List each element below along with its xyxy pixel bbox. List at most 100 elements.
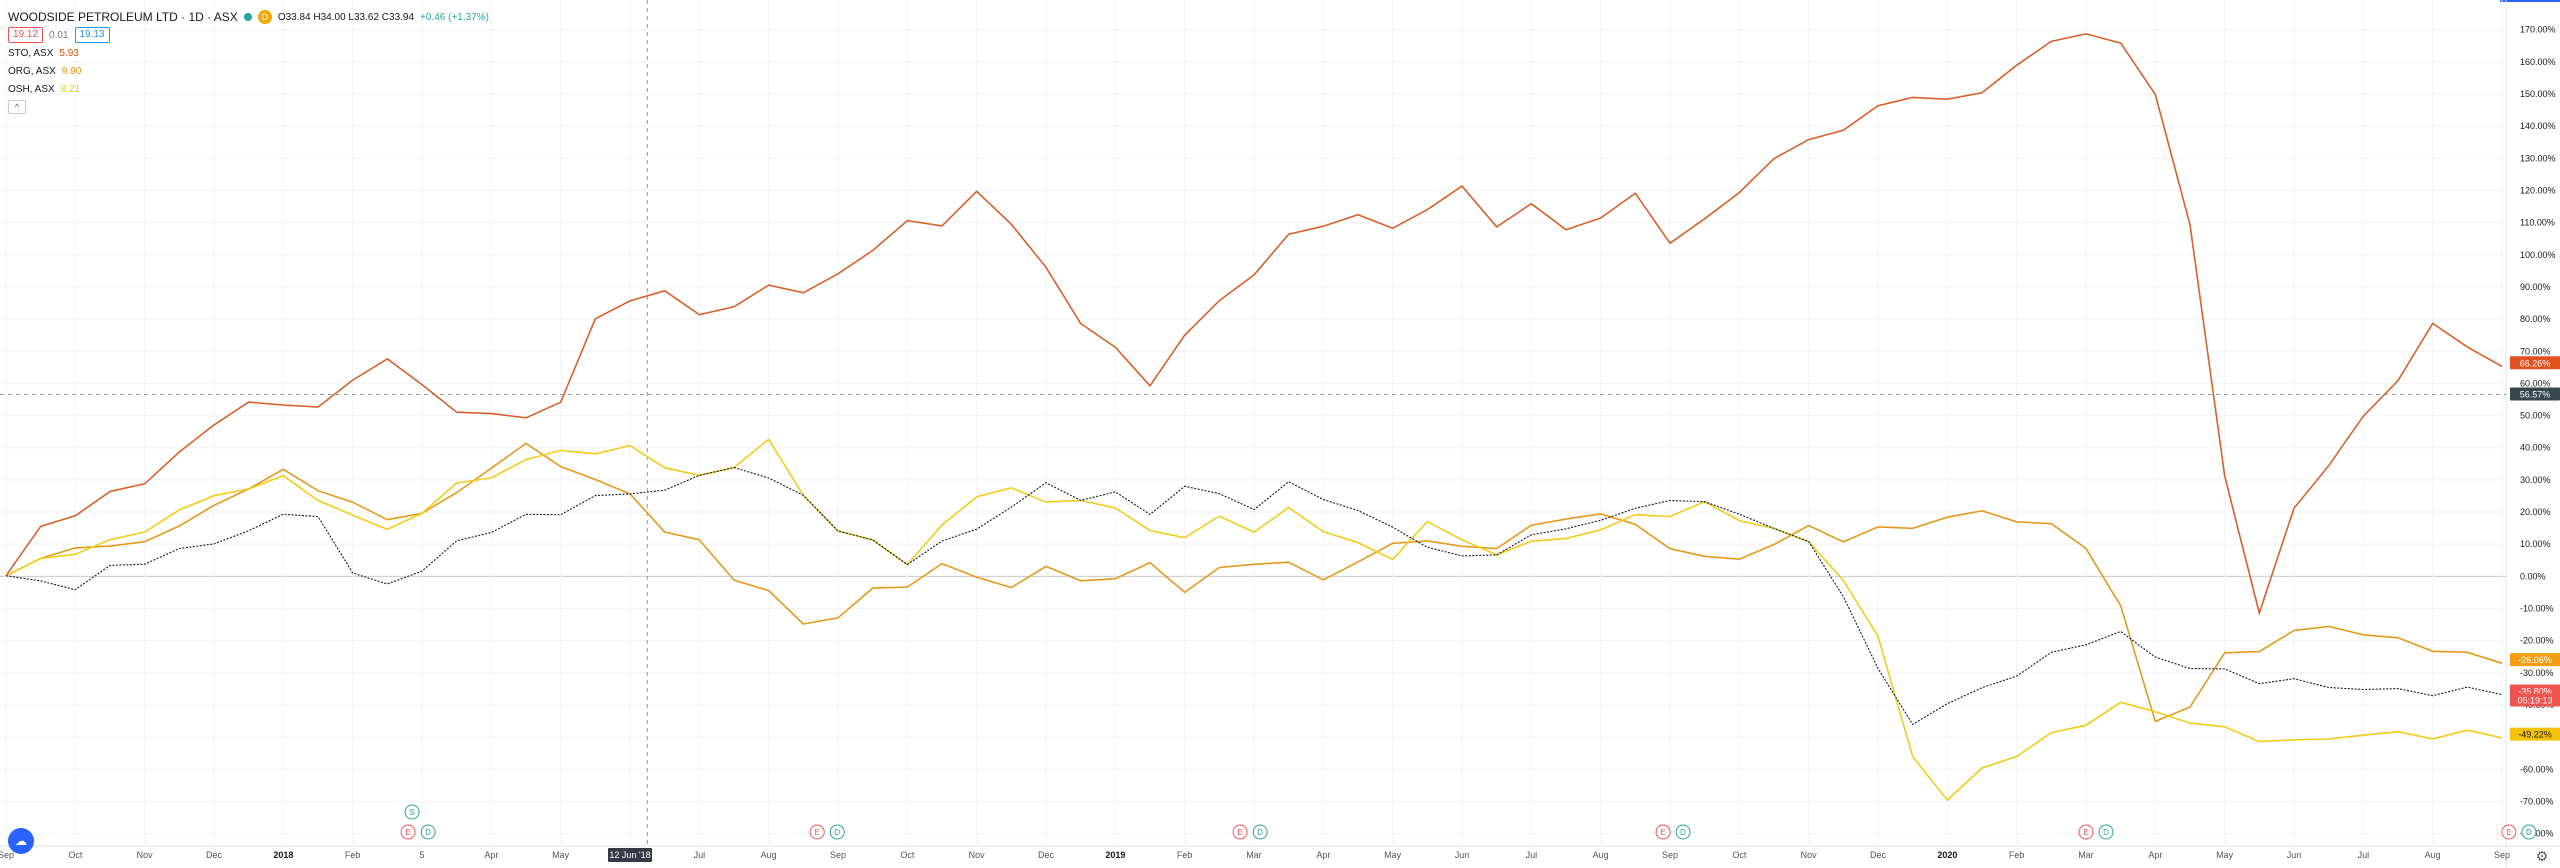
earnings-marker-icon <box>809 824 825 840</box>
y-tick-label: 170.00% <box>2520 25 2556 35</box>
compare-value: 9.90 <box>61 65 82 77</box>
y-tick-label: 160.00% <box>2520 57 2556 67</box>
price-tag-box <box>2510 387 2560 401</box>
y-tick-label: 140.00% <box>2520 121 2556 131</box>
spread-value: 0.01 <box>49 29 69 41</box>
compare-symbol: STO, ASX <box>8 47 54 59</box>
y-tick-label: -20.00% <box>2520 636 2554 646</box>
price-tag-box <box>2510 653 2560 667</box>
compare-value: 8.21 <box>60 83 81 95</box>
earnings-marker-icon <box>2501 824 2517 840</box>
compare-row-org[interactable]: ORG, ASX 9.90 <box>8 62 489 80</box>
top-accent-stripe <box>2500 0 2560 2</box>
earnings-marker-icon <box>1232 824 1248 840</box>
event-marker-label: S <box>409 808 414 817</box>
event-marker-label: E <box>2506 828 2511 837</box>
x-tick-label: Jun <box>2287 850 2302 860</box>
x-tick-label: Sep <box>830 850 846 860</box>
price-tag-box <box>2510 693 2560 707</box>
x-tick-label: Sep <box>0 850 14 860</box>
y-tick-label: -30.00% <box>2520 668 2554 678</box>
compare-row-sto[interactable]: STO, ASX 5.93 <box>8 44 489 62</box>
x-tick-label: Nov <box>1801 850 1818 860</box>
x-tick-label: Nov <box>137 850 154 860</box>
x-tick-label: Aug <box>1593 850 1609 860</box>
split-marker-icon <box>404 804 420 820</box>
y-tick-label: 0.00% <box>2520 571 2546 581</box>
y-tick-label: 80.00% <box>2520 314 2551 324</box>
x-tick-label: Apr <box>1316 850 1330 860</box>
event-marker-label: D <box>425 828 431 837</box>
y-tick-label: 20.00% <box>2520 507 2551 517</box>
x-tick-label: 2018 <box>273 850 293 860</box>
x-tick-label: Oct <box>68 850 83 860</box>
event-marker-label: D <box>2526 828 2532 837</box>
series-line-sto <box>5 33 2503 616</box>
x-tick-label: Jul <box>1526 850 1538 860</box>
event-marker-label: D <box>1680 828 1686 837</box>
change-value: +0.46 (+1.37%) <box>420 11 489 23</box>
x-tick-label: Feb <box>345 850 361 860</box>
price-tag-label: 05:19:13 <box>2517 695 2552 705</box>
series-line-wpl <box>5 466 2503 726</box>
x-tick-label: 2019 <box>1105 850 1125 860</box>
crosshair-date-box <box>608 848 652 862</box>
y-tick-label: 100.00% <box>2520 250 2556 260</box>
ohlc-values: O33.84 H34.00 L33.62 C33.94 <box>277 11 415 23</box>
sell-button[interactable]: 19.12 <box>8 27 44 43</box>
dividend-marker-icon <box>420 824 436 840</box>
market-status-icon <box>243 13 252 21</box>
x-tick-label: Nov <box>969 850 986 860</box>
y-tick-label: 70.00% <box>2520 346 2551 356</box>
y-tick-label: 110.00% <box>2520 218 2555 228</box>
x-tick-label: May <box>1384 850 1402 860</box>
event-marker-label: E <box>1237 828 1242 837</box>
x-tick-label: Feb <box>1177 850 1193 860</box>
x-tick-label: Oct <box>900 850 915 860</box>
x-tick-label: Dec <box>1038 850 1055 860</box>
x-tick-label: 12 Jun '18 <box>609 850 650 860</box>
dividend-marker-icon <box>2098 824 2114 840</box>
x-tick-label: Dec <box>206 850 223 860</box>
y-tick-label: 120.00% <box>2520 185 2556 195</box>
compare-value: 5.93 <box>59 47 79 59</box>
price-tag-label: 56.57% <box>2520 389 2551 399</box>
y-tick-label: 130.00% <box>2520 153 2556 163</box>
event-marker-label: D <box>834 828 840 837</box>
event-marker-label: E <box>2083 828 2088 837</box>
x-tick-label: Oct <box>1732 850 1747 860</box>
x-tick-label: Jun <box>1455 850 1470 860</box>
buy-button[interactable]: 19.13 <box>74 27 110 43</box>
symbol-title[interactable]: WOODSIDE PETROLEUM LTD · 1D · ASX <box>8 10 238 24</box>
gear-icon[interactable]: ⚙ <box>2535 848 2549 864</box>
y-tick-label: 150.00% <box>2520 89 2556 99</box>
dividend-marker-icon <box>829 824 845 840</box>
x-tick-label: Feb <box>2009 850 2025 860</box>
y-tick-label: 40.00% <box>2520 443 2551 453</box>
compare-row-osh[interactable]: OSH, ASX 8.21 <box>8 80 489 98</box>
x-tick-label: Aug <box>2425 850 2441 860</box>
y-tick-label: -10.00% <box>2520 603 2554 613</box>
compare-symbol: OSH, ASX <box>8 83 55 95</box>
collapse-legend-button[interactable]: ^ <box>8 100 26 114</box>
trade-row: 19.12 0.01 19.13 <box>8 26 489 44</box>
earnings-marker-icon <box>1655 824 1671 840</box>
x-tick-label: Mar <box>1246 850 1262 860</box>
event-marker-label: D <box>1257 828 1263 837</box>
x-tick-label: May <box>2216 850 2234 860</box>
x-tick-label: 2020 <box>1937 850 1957 860</box>
x-tick-label: Aug <box>761 850 777 860</box>
dividend-marker-icon <box>1252 824 1268 840</box>
x-tick-label: May <box>552 850 570 860</box>
y-tick-label: -60.00% <box>2520 764 2554 774</box>
y-tick-label: 50.00% <box>2520 411 2551 421</box>
x-tick-label: Mar <box>2078 850 2094 860</box>
x-tick-label: Apr <box>484 850 498 860</box>
tradingview-logo-icon[interactable]: ☁ <box>8 828 34 854</box>
delayed-badge: D <box>257 10 272 24</box>
event-marker-label: E <box>405 828 410 837</box>
price-tag-label: 66.26% <box>2520 358 2551 368</box>
dividend-marker-icon <box>1675 824 1691 840</box>
series-line-osh <box>5 438 2503 802</box>
